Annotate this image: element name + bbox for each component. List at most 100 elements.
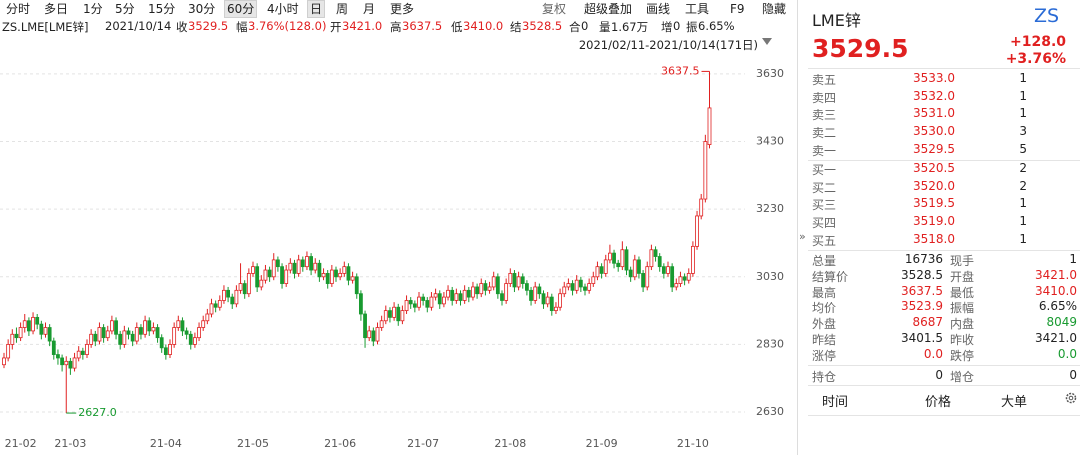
book-label: 卖五 (812, 73, 837, 87)
period-tab[interactable]: 多日 (44, 2, 69, 16)
candle-body (139, 327, 143, 335)
candle-body (168, 344, 172, 355)
book-label: 买四 (812, 216, 837, 231)
period-tab[interactable]: 1分 (83, 2, 103, 16)
candle-body (437, 293, 442, 305)
y-tick-label: 3230 (756, 202, 784, 215)
period-tab[interactable]: 日 (307, 0, 326, 18)
stat-value: 3637.5 (901, 283, 943, 298)
candle-body (284, 269, 289, 284)
candle-body (471, 286, 475, 298)
book-label: 买二 (812, 180, 837, 195)
candle-body (400, 310, 405, 322)
book-volume: 2 (1019, 178, 1027, 193)
candle-body (296, 259, 301, 274)
candle-body (110, 320, 114, 332)
candle-body (2, 357, 6, 366)
candle-body (263, 269, 268, 281)
candle-body (242, 283, 247, 295)
stat-label: 跌停 (950, 348, 975, 363)
candle-body (43, 327, 48, 335)
tool-button[interactable]: 超级叠加 (584, 2, 633, 16)
x-tick-label: 21-08 (494, 437, 526, 450)
position-label: 增仓 (950, 370, 975, 384)
candle-body (479, 283, 484, 295)
stat-value: 3410.0 (1035, 283, 1077, 298)
stat-label: 现手 (950, 254, 975, 268)
candle-body (325, 273, 330, 284)
candle-body (566, 283, 571, 288)
period-tab[interactable]: 分时 (6, 2, 31, 16)
info-label: 量 (599, 20, 611, 34)
candle-body (317, 262, 322, 278)
candle-body (118, 333, 123, 345)
period-tab[interactable]: 4小时 (267, 2, 299, 16)
price-change: +128.0 (1009, 34, 1066, 50)
candle-body (309, 256, 314, 271)
period-tab[interactable]: 15分 (148, 2, 176, 16)
candle-body (388, 310, 392, 318)
candle-body (300, 259, 305, 268)
candle-body (608, 252, 612, 261)
candle-body (51, 340, 56, 355)
book-volume: 1 (1019, 106, 1027, 121)
stat-label: 最低 (950, 285, 975, 300)
book-price: 3519.0 (913, 214, 955, 229)
x-tick-label: 21-03 (54, 437, 86, 450)
period-tab[interactable]: 60分 (224, 0, 258, 18)
candle-body (126, 330, 131, 335)
candle-body (491, 276, 496, 288)
trade-tab[interactable]: 时间 (822, 395, 849, 410)
trade-tab[interactable]: 价格 (925, 395, 952, 410)
period-tab[interactable]: 周 (336, 2, 349, 16)
separator (808, 160, 1080, 161)
candle-body (661, 266, 666, 274)
candle-body (305, 256, 309, 268)
period-tab[interactable]: 5分 (115, 2, 135, 16)
collapse-button[interactable]: » (799, 230, 806, 243)
candle-body (155, 327, 160, 339)
info-label: 结 (510, 20, 522, 34)
period-tab[interactable]: 月 (363, 2, 376, 16)
candle-body (570, 283, 575, 291)
stat-value: 16736 (904, 252, 943, 266)
stat-label: 振幅 (950, 301, 975, 316)
stat-value: 6.65% (1038, 299, 1077, 314)
tool-button[interactable]: 画线 (646, 2, 671, 16)
candle-body (151, 327, 156, 332)
range-dropdown[interactable] (762, 38, 772, 45)
candle-body (122, 330, 127, 345)
tool-button[interactable]: 复权 (542, 2, 567, 16)
candle-body (645, 266, 650, 288)
tool-button[interactable]: 工具 (685, 2, 710, 16)
candle-body (657, 256, 662, 268)
candle-body (562, 286, 567, 295)
candle-body (163, 347, 168, 355)
candle-body (537, 286, 542, 295)
stat-value: 1 (1069, 252, 1077, 266)
period-tab[interactable]: 30分 (188, 2, 216, 16)
candle-body (558, 293, 562, 308)
candle-body (147, 320, 152, 332)
divider (797, 0, 798, 455)
book-price: 3529.5 (913, 141, 955, 156)
info-value: 0 (673, 19, 681, 33)
stat-value: 3421.0 (1035, 331, 1077, 345)
candle-body (691, 245, 695, 274)
position-label: 持仓 (812, 370, 837, 384)
tool-button[interactable]: 隐藏 (762, 2, 787, 16)
candle-body (620, 249, 625, 268)
info-value: 1.67万 (611, 20, 649, 34)
book-volume: 1 (1019, 231, 1027, 246)
stat-value: 3401.5 (901, 331, 943, 345)
candle-body (682, 276, 687, 281)
tool-button[interactable]: F9 (730, 2, 745, 16)
settings-icon[interactable] (1064, 391, 1078, 405)
candle-body (197, 327, 201, 339)
x-tick-label: 21-04 (150, 437, 182, 450)
trade-tab[interactable]: 大单 (1001, 395, 1028, 410)
period-tab[interactable]: 更多 (390, 2, 415, 16)
candle-body (60, 357, 64, 366)
candle-body (637, 259, 641, 274)
